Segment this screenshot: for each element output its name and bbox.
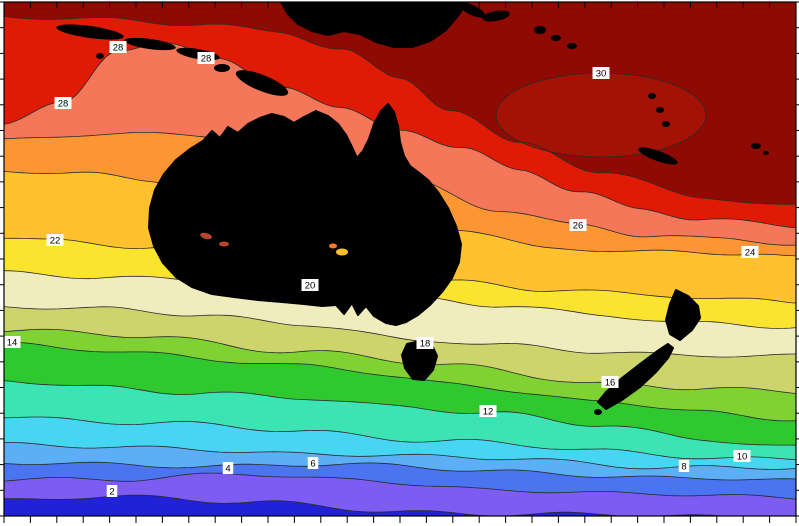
isotherm-8 [4, 442, 796, 470]
isotherm-10 [4, 416, 796, 461]
contour-label-text: 18 [420, 338, 431, 349]
contour-label-text: 24 [745, 247, 756, 258]
inland-lake [336, 248, 348, 256]
island [763, 151, 769, 155]
contour-label-14: 14 [3, 336, 21, 348]
contour-label-text: 28 [58, 98, 69, 109]
contour-label-text: 28 [201, 53, 212, 64]
isotherm-14 [4, 341, 796, 422]
isotherm-4 [4, 472, 796, 500]
contour-label-text: 20 [305, 280, 316, 291]
contour-label-24: 24 [741, 246, 759, 258]
contour-label-text: 6 [310, 458, 315, 469]
isotherm-30 [4, 16, 796, 205]
island [662, 121, 670, 127]
island [648, 93, 656, 99]
landmass-nz-north-island [665, 289, 701, 341]
temperature-band-14-16 [4, 329, 796, 421]
contour-label-text: 26 [573, 220, 584, 231]
contour-label-28: 28 [197, 52, 215, 64]
contour-label-18: 18 [416, 337, 434, 349]
inland-lake [219, 241, 229, 247]
contour-label-26: 26 [569, 219, 587, 231]
contour-label-2: 2 [106, 485, 118, 497]
temperature-band-6-8 [4, 442, 796, 480]
isotherm-28 [4, 42, 796, 229]
island [56, 24, 124, 40]
inland-lake [329, 243, 337, 249]
contour-label-22: 22 [46, 234, 64, 246]
contour-label-text: 14 [7, 337, 18, 348]
temperature-band-10-12 [4, 380, 796, 460]
island [594, 409, 602, 415]
island [534, 26, 546, 34]
contour-label-text: 28 [113, 42, 124, 53]
plot-area [4, 2, 796, 516]
contour-label-12: 12 [479, 405, 497, 417]
temperature-band-12-14 [4, 342, 796, 446]
temperature-band-8-10 [4, 417, 796, 470]
island [124, 37, 176, 51]
temperature-band-16-18 [4, 306, 796, 394]
island [638, 147, 678, 165]
temperature-band-<2 [4, 495, 796, 516]
island [96, 53, 104, 59]
contour-label-text: 4 [225, 463, 230, 474]
contour-label-text: 10 [737, 451, 748, 462]
contour-label-text: 30 [596, 68, 607, 79]
isotherm-16 [4, 328, 796, 394]
contour-label-text: 12 [483, 406, 494, 417]
island [459, 2, 485, 18]
contour-label-28: 28 [109, 41, 127, 53]
island [214, 64, 230, 72]
island [751, 143, 761, 149]
temperature-band-4-6 [4, 462, 796, 500]
contour-label-text: 16 [605, 377, 616, 388]
landmass-australia [148, 103, 462, 326]
temperature-band-2-4 [4, 473, 796, 516]
isotherm-6 [4, 461, 796, 481]
contour-label-16: 16 [601, 376, 619, 388]
contour-label-10: 10 [733, 450, 751, 462]
island [482, 10, 510, 22]
temperature-band-28-30 [4, 16, 796, 228]
contour-label-text: 8 [681, 461, 686, 472]
isotherm-12 [4, 380, 796, 446]
contour-label-28: 28 [54, 97, 72, 109]
closed-contour-30 [495, 72, 707, 158]
contour-label-4: 4 [222, 462, 234, 474]
contour-label-8: 8 [678, 460, 690, 472]
contour-label-6: 6 [307, 457, 319, 469]
landmass-new-guinea [279, 2, 467, 48]
island [551, 35, 561, 41]
island [567, 43, 577, 49]
contour-label-text: 22 [50, 235, 61, 246]
contour-label-20: 20 [301, 279, 319, 291]
inland-lake [200, 232, 212, 240]
island [235, 70, 289, 96]
landmass-nz-south-island [597, 343, 674, 410]
contour-label-text: 2 [109, 486, 114, 497]
island [656, 107, 664, 113]
contour-label-30: 30 [592, 67, 610, 79]
